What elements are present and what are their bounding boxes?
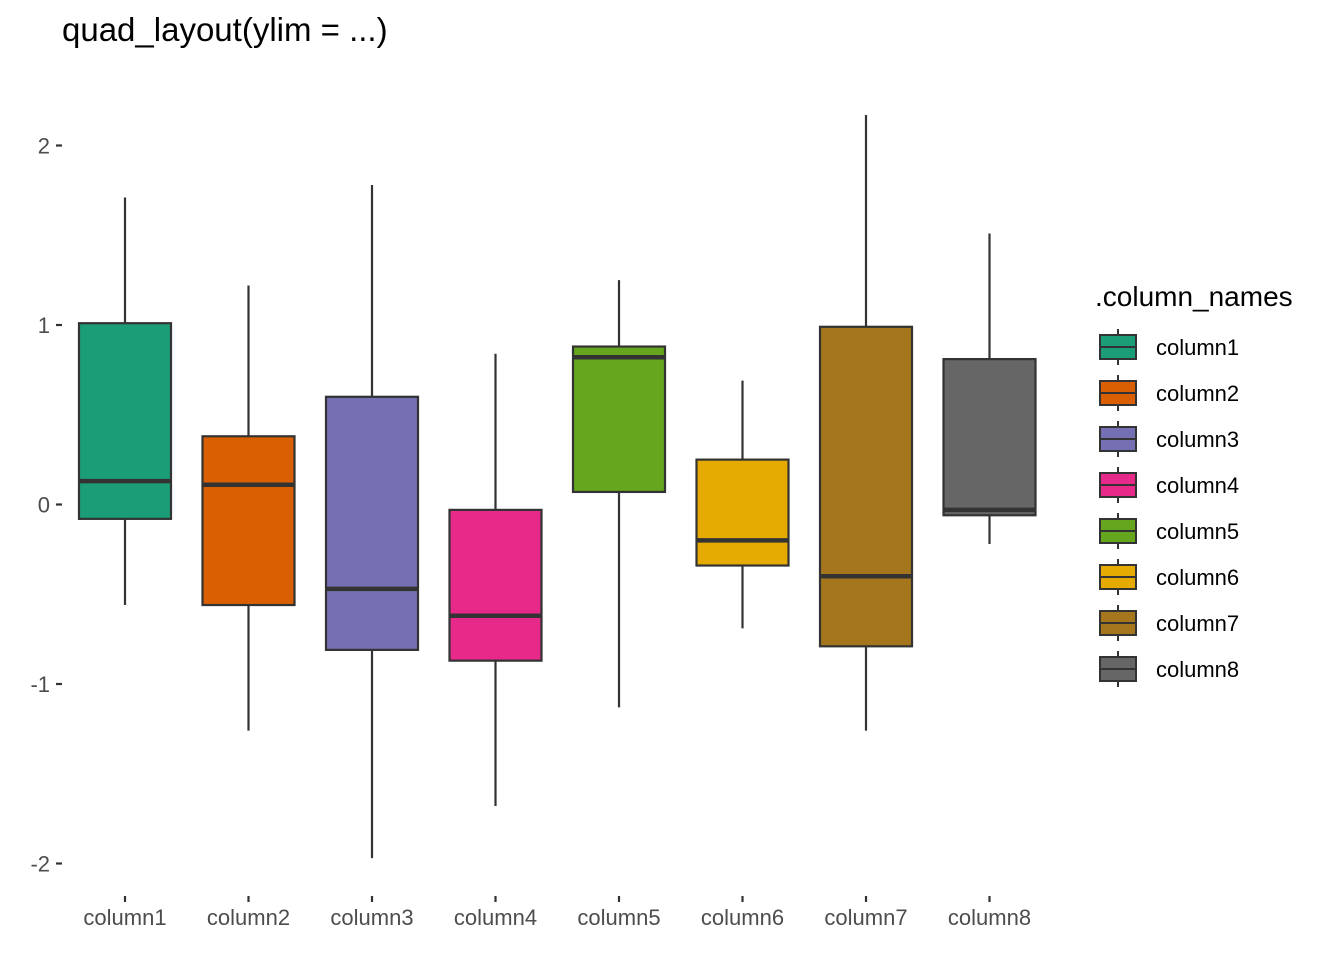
- box-column2: [201, 285, 296, 731]
- x-tick-label: column6: [701, 905, 784, 930]
- legend-item-column8: column8: [1099, 651, 1239, 687]
- box-column6: [695, 380, 790, 629]
- boxes-layer: [77, 114, 1037, 859]
- y-tick-label: -1: [30, 672, 50, 697]
- box-iqr: [448, 508, 543, 662]
- legend-items: column1 column2 column3 column4 column5 colum…: [1099, 329, 1239, 687]
- legend-item-column1: column1: [1099, 329, 1239, 365]
- box-iqr: [77, 322, 173, 520]
- legend-item-column5: column5: [1099, 513, 1239, 549]
- y-tick-label: -2: [30, 852, 50, 877]
- legend-label: column6: [1156, 565, 1239, 590]
- x-tick-label: column2: [207, 905, 290, 930]
- legend-label: column3: [1156, 427, 1239, 452]
- y-tick-label: 0: [38, 493, 50, 518]
- box-column8: [942, 233, 1037, 544]
- legend-item-column6: column6: [1099, 559, 1239, 595]
- x-tick-label: column7: [824, 905, 907, 930]
- legend-label: column4: [1156, 473, 1239, 498]
- box-column5: [571, 280, 667, 708]
- box-column1: [77, 197, 173, 606]
- box-iqr: [571, 345, 667, 494]
- legend: .column_names column1column2column3colum…: [1095, 281, 1293, 687]
- box-column7: [818, 114, 914, 731]
- x-tick-label: column1: [83, 905, 166, 930]
- box-column3: [324, 184, 420, 859]
- box-iqr: [942, 358, 1037, 517]
- legend-label: column8: [1156, 657, 1239, 682]
- box-column4: [448, 353, 543, 807]
- y-tick-label: 1: [38, 313, 50, 338]
- box-iqr: [695, 458, 790, 567]
- box-iqr: [201, 435, 296, 607]
- box-iqr: [818, 325, 914, 648]
- legend-item-column7: column7: [1099, 605, 1239, 641]
- legend-label: column2: [1156, 381, 1239, 406]
- x-tick-label: column4: [454, 905, 537, 930]
- x-tick-label: column3: [330, 905, 413, 930]
- legend-label: column1: [1156, 335, 1239, 360]
- legend-item-column2: column2: [1099, 375, 1239, 411]
- y-axis: 2 1 0 -1 -2: [30, 134, 62, 877]
- legend-label: column7: [1156, 611, 1239, 636]
- legend-title: .column_names: [1095, 281, 1293, 312]
- chart-title: quad_layout(ylim = ...): [62, 11, 388, 48]
- x-axis: column1 column2 column3 column4 column5 colum…: [83, 896, 1031, 930]
- x-tick-label: column8: [948, 905, 1031, 930]
- box-iqr: [324, 395, 420, 651]
- legend-item-column4: column4: [1099, 467, 1239, 503]
- legend-label: column5: [1156, 519, 1239, 544]
- y-tick-label: 2: [38, 134, 50, 159]
- x-tick-label: column5: [577, 905, 660, 930]
- legend-item-column3: column3: [1099, 421, 1239, 457]
